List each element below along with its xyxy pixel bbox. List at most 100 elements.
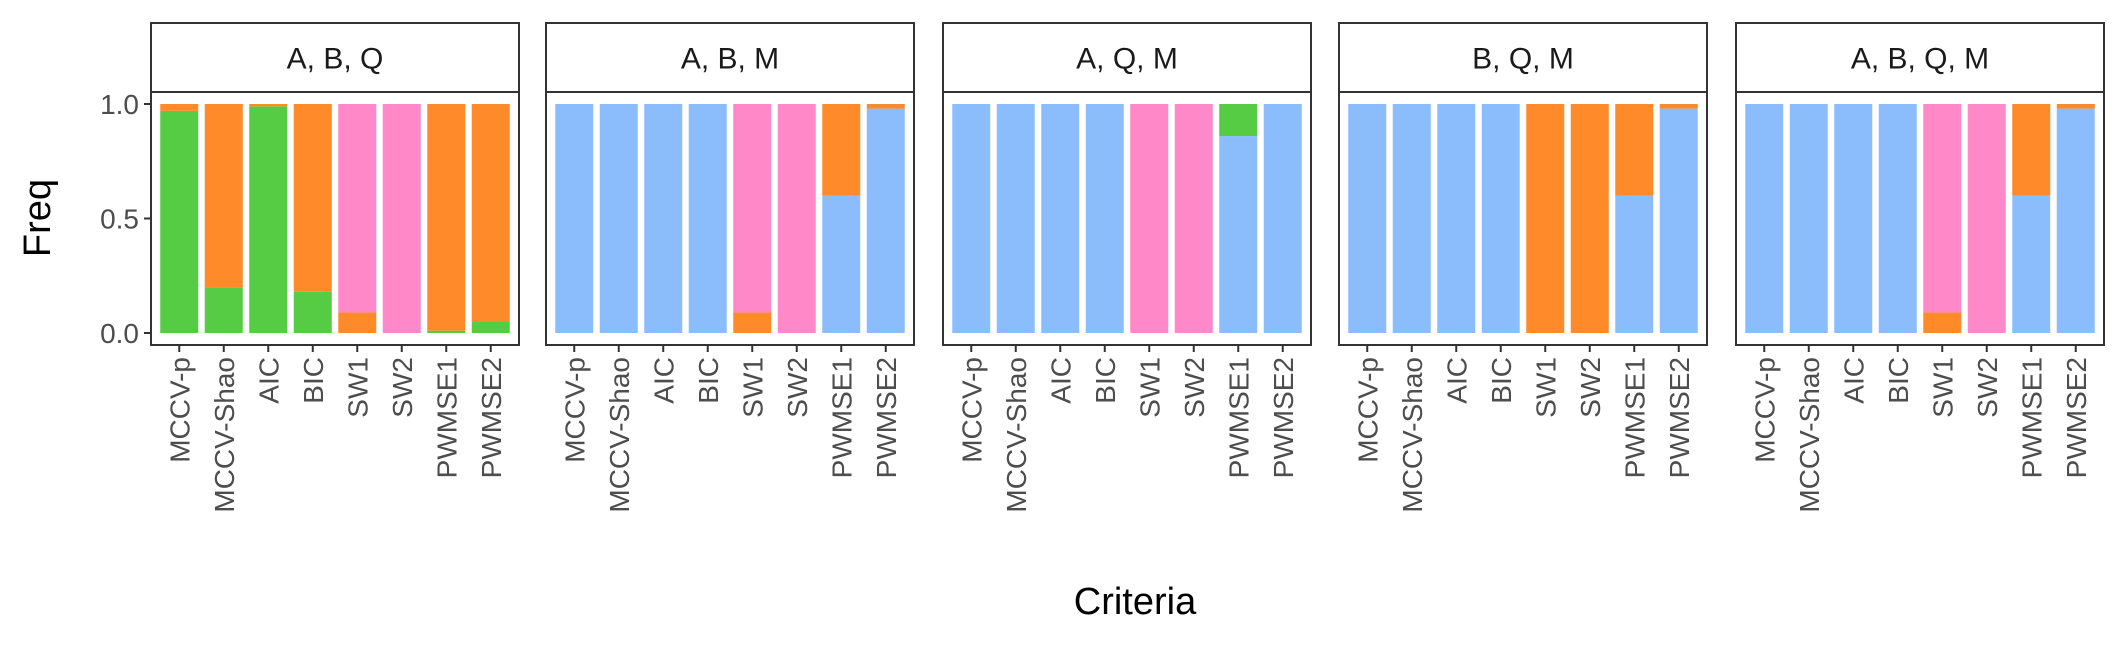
bar-segment-mccv-p-blue [952,104,991,333]
panel-border [942,91,1312,346]
x-tick-label-pwmse1: PWMSE1 [431,357,462,478]
bar-segment-sw1-orange [1923,312,1962,333]
x-tick-label-aic: AIC [1045,357,1076,404]
bar-segment-mccv-shao-green [204,287,243,333]
bar-segment-sw1-pink [338,104,377,313]
bar-segment-bic-blue [1085,104,1124,333]
facet-title: A, Q, M [1076,43,1178,76]
bar-segment-mccv-p-green [160,110,199,334]
bar-segment-mccv-p-orange [160,104,199,111]
bar-segment-mccv-shao-orange [204,104,243,288]
panel-border [1338,91,1708,346]
x-tick-label-bic: BIC [1090,357,1121,404]
x-tick-label-pwmse2: PWMSE2 [1268,357,1299,478]
x-tick-label-mccv-shao: MCCV-Shao [209,357,240,513]
x-tick-label-mccv-shao: MCCV-Shao [604,357,635,513]
bar-segment-bic-blue [1481,104,1520,333]
bar-segment-sw1-orange [1526,104,1565,333]
x-tick-label-aic: AIC [1838,357,1869,404]
bar-segment-sw1-pink [1130,104,1169,333]
bar-segment-aic-blue [1437,104,1476,333]
bar-segment-mccv-p-blue [555,104,594,333]
bar-segment-aic-orange [249,104,288,107]
bar-segment-pwmse2-green [471,321,510,333]
panel-border [1735,91,2105,346]
bar-segment-sw1-orange [733,312,772,333]
bar-segment-aic-blue [1834,104,1873,333]
bar-segment-mccv-p-blue [1745,104,1784,333]
bar-segment-sw2-pink [382,104,421,333]
x-tick-label-sw1: SW1 [1927,357,1958,418]
x-axis-title: Criteria [1074,581,1197,623]
bar-segment-bic-blue [1878,104,1917,333]
x-tick-label-mccv-p: MCCV-p [164,357,195,463]
bar-segment-bic-orange [293,104,332,292]
bar-segment-sw2-pink [1174,104,1213,333]
bar-segment-mccv-shao-blue [599,104,638,333]
panel-border [545,91,915,346]
bar-segment-pwmse1-green [427,330,466,333]
bar-segment-pwmse1-orange [822,104,861,196]
bar-segment-pwmse2-blue [866,108,905,333]
bar-segment-pwmse1-orange [1615,104,1654,196]
bar-segment-bic-green [293,291,332,333]
x-tick-label-bic: BIC [298,357,329,404]
bar-segment-pwmse1-green [1219,104,1258,137]
x-tick-label-mccv-p: MCCV-p [956,357,987,463]
bar-segment-aic-green [249,106,288,333]
x-tick-label-sw1: SW1 [1530,357,1561,418]
x-tick-label-mccv-shao: MCCV-Shao [1397,357,1428,513]
bar-segment-sw1-pink [1923,104,1962,313]
facet-panel-5: A, B, Q, M MCCV-p MCCV-Shao AIC BIC SW1 SW2 PWM… [1735,22,2105,513]
bar-segment-sw2-orange [1570,104,1609,333]
x-tick-label-sw1: SW1 [737,357,768,418]
x-tick-label-pwmse2: PWMSE2 [476,357,507,478]
facet-panel-2: A, B, M MCCV-p MCCV-Shao AIC BIC SW1 SW2 PWMSE1… [545,22,915,513]
y-tick-label: 1.0 [100,89,139,120]
bar-segment-pwmse2-blue [2056,108,2095,333]
bar-segment-pwmse1-orange [427,104,466,331]
bar-segment-pwmse2-blue [1659,108,1698,333]
x-tick-label-sw2: SW2 [1972,357,2003,418]
bar-segment-bic-blue [688,104,727,333]
x-tick-label-pwmse1: PWMSE1 [826,357,857,478]
bar-segment-pwmse2-orange [1659,104,1698,109]
x-tick-label-sw2: SW2 [1575,357,1606,418]
bar-segment-sw1-pink [733,104,772,313]
facet-title: A, B, Q [287,43,384,76]
x-tick-label-sw2: SW2 [782,357,813,418]
bar-segment-pwmse1-blue [822,195,861,333]
x-tick-label-aic: AIC [1441,357,1472,404]
x-tick-label-pwmse1: PWMSE1 [1223,357,1254,478]
y-tick-label: 0.0 [100,318,139,349]
x-tick-label-mccv-p: MCCV-p [559,357,590,463]
x-tick-label-sw1: SW1 [1134,357,1165,418]
facet-strip [150,22,520,93]
facet-title: A, B, Q, M [1851,43,1989,76]
y-axis-title: Freq [17,179,59,257]
x-tick-label-sw1: SW1 [342,357,373,418]
bar-segment-pwmse1-orange [2012,104,2051,196]
x-tick-label-mccv-p: MCCV-p [1352,357,1383,463]
facet-strip [1735,22,2105,93]
bar-segment-mccv-shao-blue [996,104,1035,333]
bar-segment-aic-blue [1041,104,1080,333]
bar-segment-pwmse2-orange [471,104,510,322]
facet-title: A, B, M [681,43,779,76]
bar-segment-pwmse2-orange [2056,104,2095,109]
facet-panels: A, B, Q MCCV-p MCCV-Shao AIC BIC SW1 SW2 PWMSE1… [150,22,2105,513]
x-tick-label-bic: BIC [1486,357,1517,404]
bar-segment-sw1-orange [338,312,377,333]
x-tick-label-pwmse2: PWMSE2 [2061,357,2092,478]
x-tick-label-pwmse2: PWMSE2 [1664,357,1695,478]
bar-segment-mccv-p-blue [1348,104,1387,333]
x-tick-label-bic: BIC [693,357,724,404]
x-tick-label-pwmse1: PWMSE1 [1619,357,1650,478]
x-tick-label-sw2: SW2 [1179,357,1210,418]
x-tick-label-aic: AIC [648,357,679,404]
bar-segment-pwmse1-blue [1219,136,1258,333]
x-tick-label-aic: AIC [253,357,284,404]
x-tick-label-mccv-shao: MCCV-Shao [1001,357,1032,513]
bar-segment-sw2-pink [777,104,816,333]
